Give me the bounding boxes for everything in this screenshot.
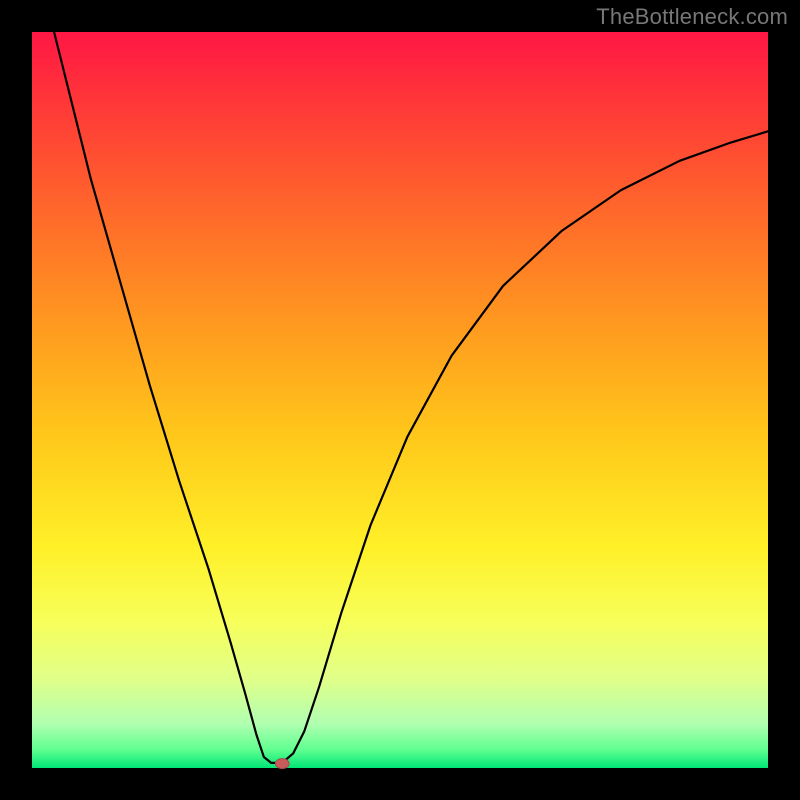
- optimal-marker: [275, 759, 289, 769]
- bottleneck-chart: [0, 0, 800, 800]
- chart-container: TheBottleneck.com: [0, 0, 800, 800]
- plot-background: [32, 32, 768, 768]
- watermark-text: TheBottleneck.com: [596, 4, 788, 30]
